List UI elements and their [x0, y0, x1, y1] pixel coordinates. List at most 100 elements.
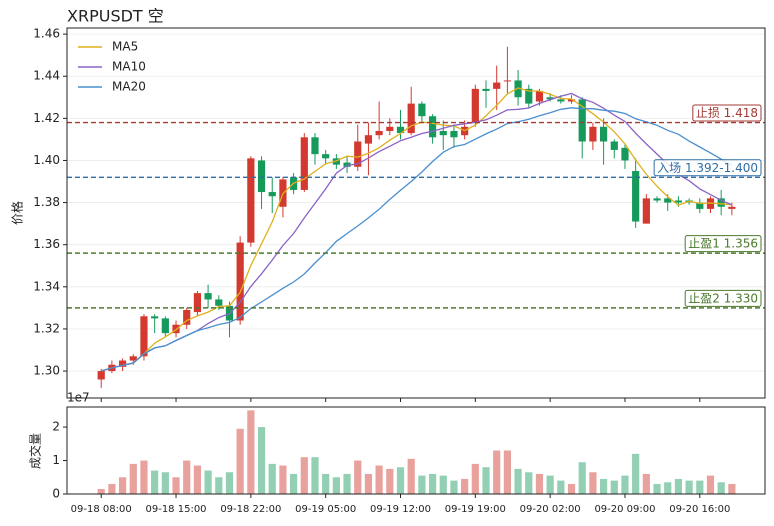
- volume-bar: [674, 478, 683, 494]
- volume-bar: [375, 465, 383, 494]
- candle-body: [557, 99, 565, 102]
- volume-bar: [642, 473, 650, 494]
- candle-body: [525, 88, 533, 104]
- candle-body: [493, 82, 501, 89]
- volume-bar: [717, 482, 725, 494]
- volume-bar: [450, 480, 458, 494]
- volume-bar: [482, 467, 490, 494]
- volume-bar: [97, 488, 105, 494]
- candle-body: [407, 103, 415, 134]
- y-tick-label: 1.40: [33, 153, 60, 167]
- volume-bar: [300, 457, 308, 494]
- volume-bar: [664, 482, 672, 494]
- candle-body: [642, 198, 650, 224]
- candle-body: [578, 99, 586, 142]
- ma-line: [101, 87, 732, 372]
- x-tick-label: 09-20 02:00: [520, 504, 581, 515]
- volume-bar: [557, 480, 565, 494]
- legend-label: MA5: [112, 40, 138, 54]
- y-tick-label: 1.38: [33, 195, 60, 209]
- candle-body: [343, 162, 351, 167]
- volume-bar: [578, 462, 586, 494]
- candle-body: [717, 198, 725, 207]
- volume-bar: [290, 473, 298, 494]
- ma-line: [101, 92, 733, 372]
- candle-body: [364, 135, 373, 144]
- volume-bar: [439, 475, 447, 494]
- volume-bar: [311, 457, 319, 494]
- candle-body: [118, 360, 127, 367]
- volume-bar: [503, 450, 511, 494]
- candle-body: [653, 198, 661, 201]
- candle-body: [247, 158, 255, 243]
- candle-body: [161, 318, 169, 334]
- candle-body: [204, 293, 212, 300]
- x-tick-label: 09-18 08:00: [71, 504, 132, 515]
- x-tick-label: 09-20 16:00: [669, 504, 730, 515]
- volume-bar: [343, 473, 351, 494]
- volume-bar: [140, 460, 148, 494]
- y-tick-label: 1.46: [33, 27, 60, 41]
- volume-bar: [610, 480, 618, 494]
- volume-bar: [471, 463, 479, 494]
- candle-body: [610, 141, 618, 150]
- x-tick-label: 09-19 12:00: [370, 504, 431, 515]
- volume-bar: [322, 473, 330, 494]
- level-label-box: [692, 104, 762, 122]
- candle-body: [450, 130, 458, 138]
- volume-bar: [118, 477, 127, 494]
- candle-body: [151, 316, 159, 319]
- chart-title: XRPUSDT 空: [67, 7, 164, 26]
- volume-bar: [364, 473, 373, 494]
- y-tick-label: 1.44: [33, 69, 60, 83]
- volume-bar: [589, 472, 597, 494]
- x-tick-label: 09-19 05:00: [295, 504, 356, 515]
- candle-body: [674, 200, 683, 203]
- candle-body: [589, 126, 597, 142]
- plot-frame: [66, 406, 766, 495]
- volume-bar: [225, 472, 234, 494]
- volume-bar: [632, 453, 640, 494]
- volume-bar: [493, 450, 501, 494]
- level-label-text: 止盈1 1.356: [688, 237, 758, 251]
- candle-body: [632, 170, 640, 222]
- candle-body: [482, 88, 490, 91]
- y-tick-label: 0: [52, 487, 60, 501]
- y-tick-label: 1: [52, 453, 60, 467]
- volume-bar: [172, 477, 180, 494]
- plot-frame: [66, 27, 766, 399]
- volume-bar: [183, 460, 191, 494]
- y-tick-label: 1.30: [33, 364, 60, 378]
- candle-body: [97, 371, 105, 380]
- level-label: 止损 1.418: [692, 104, 762, 122]
- candle-body: [396, 126, 405, 134]
- y-tick-label: 1.36: [33, 237, 60, 251]
- volume-bar: [129, 463, 137, 494]
- candle-body: [664, 198, 672, 203]
- level-label-box: [684, 235, 762, 253]
- candle-body: [386, 126, 394, 131]
- volume-bar: [257, 427, 266, 494]
- candle-body: [418, 103, 426, 117]
- candle-body: [439, 130, 447, 136]
- volume-bar: [204, 470, 212, 494]
- volume-bar: [599, 478, 608, 494]
- volume-bar: [546, 475, 554, 494]
- volume-bar: [567, 483, 576, 494]
- volume-bar: [621, 475, 629, 494]
- volume-bar: [386, 468, 394, 494]
- volume-bar: [354, 460, 362, 494]
- y-tick-label: 2: [52, 420, 60, 434]
- candle-body: [696, 202, 704, 209]
- x-tick-label: 09-20 09:00: [594, 504, 655, 515]
- candle-body: [257, 160, 266, 193]
- level-label-box: [653, 159, 762, 177]
- ma-line: [101, 107, 733, 372]
- y-axis-label: 价格: [10, 201, 25, 225]
- candle-body: [535, 90, 544, 102]
- candle-body: [300, 137, 308, 190]
- volume-bar: [696, 480, 704, 494]
- candle-body: [599, 126, 608, 142]
